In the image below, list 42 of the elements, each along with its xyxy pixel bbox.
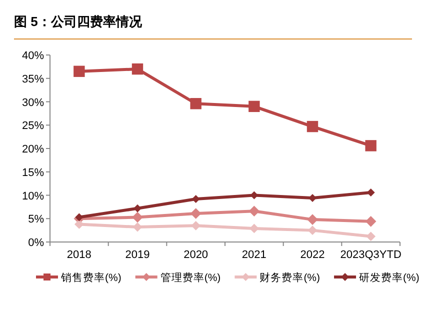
point <box>74 66 85 77</box>
point <box>191 220 201 230</box>
point <box>192 194 200 203</box>
point <box>308 226 318 236</box>
y-tick-label: 15% <box>22 166 44 179</box>
legend-label: 销售费率(%) <box>60 271 122 284</box>
point <box>365 140 376 152</box>
point <box>306 120 318 132</box>
point <box>366 232 376 242</box>
point <box>190 98 202 110</box>
point <box>190 208 202 219</box>
y-tick-label: 20% <box>22 144 44 156</box>
y-tick-label: 35% <box>22 73 44 86</box>
y-tick-label: 30% <box>22 96 44 109</box>
y-tick-label: 25% <box>22 120 44 132</box>
legend-label: 财务费率(%) <box>260 271 320 284</box>
x-tick-label: 2018 <box>66 249 92 261</box>
point <box>134 204 142 212</box>
point <box>132 212 143 223</box>
y-tick-label: 10% <box>22 190 44 202</box>
point <box>307 214 318 225</box>
point <box>132 63 144 75</box>
point <box>132 222 142 232</box>
x-tick-label: 2023Q3YTD <box>340 249 402 261</box>
point <box>248 206 260 217</box>
point <box>308 194 316 202</box>
point <box>365 216 376 227</box>
y-tick-label: 0% <box>28 237 44 249</box>
x-tick-label: 2019 <box>125 249 150 261</box>
point <box>249 224 259 234</box>
y-tick-label: 5% <box>28 214 44 226</box>
point <box>248 100 260 112</box>
point <box>74 220 84 229</box>
legend-label: 管理费率(%) <box>160 271 221 284</box>
x-tick-label: 2022 <box>300 249 325 261</box>
legend-label: 研发费率(%) <box>359 271 420 284</box>
x-tick-label: 2021 <box>242 249 266 261</box>
point <box>75 213 84 222</box>
x-tick-label: 2020 <box>184 249 208 261</box>
y-tick-label: 40% <box>22 50 44 62</box>
point <box>366 188 375 196</box>
chart-title: 图 5：公司四费率情况 <box>14 14 143 29</box>
